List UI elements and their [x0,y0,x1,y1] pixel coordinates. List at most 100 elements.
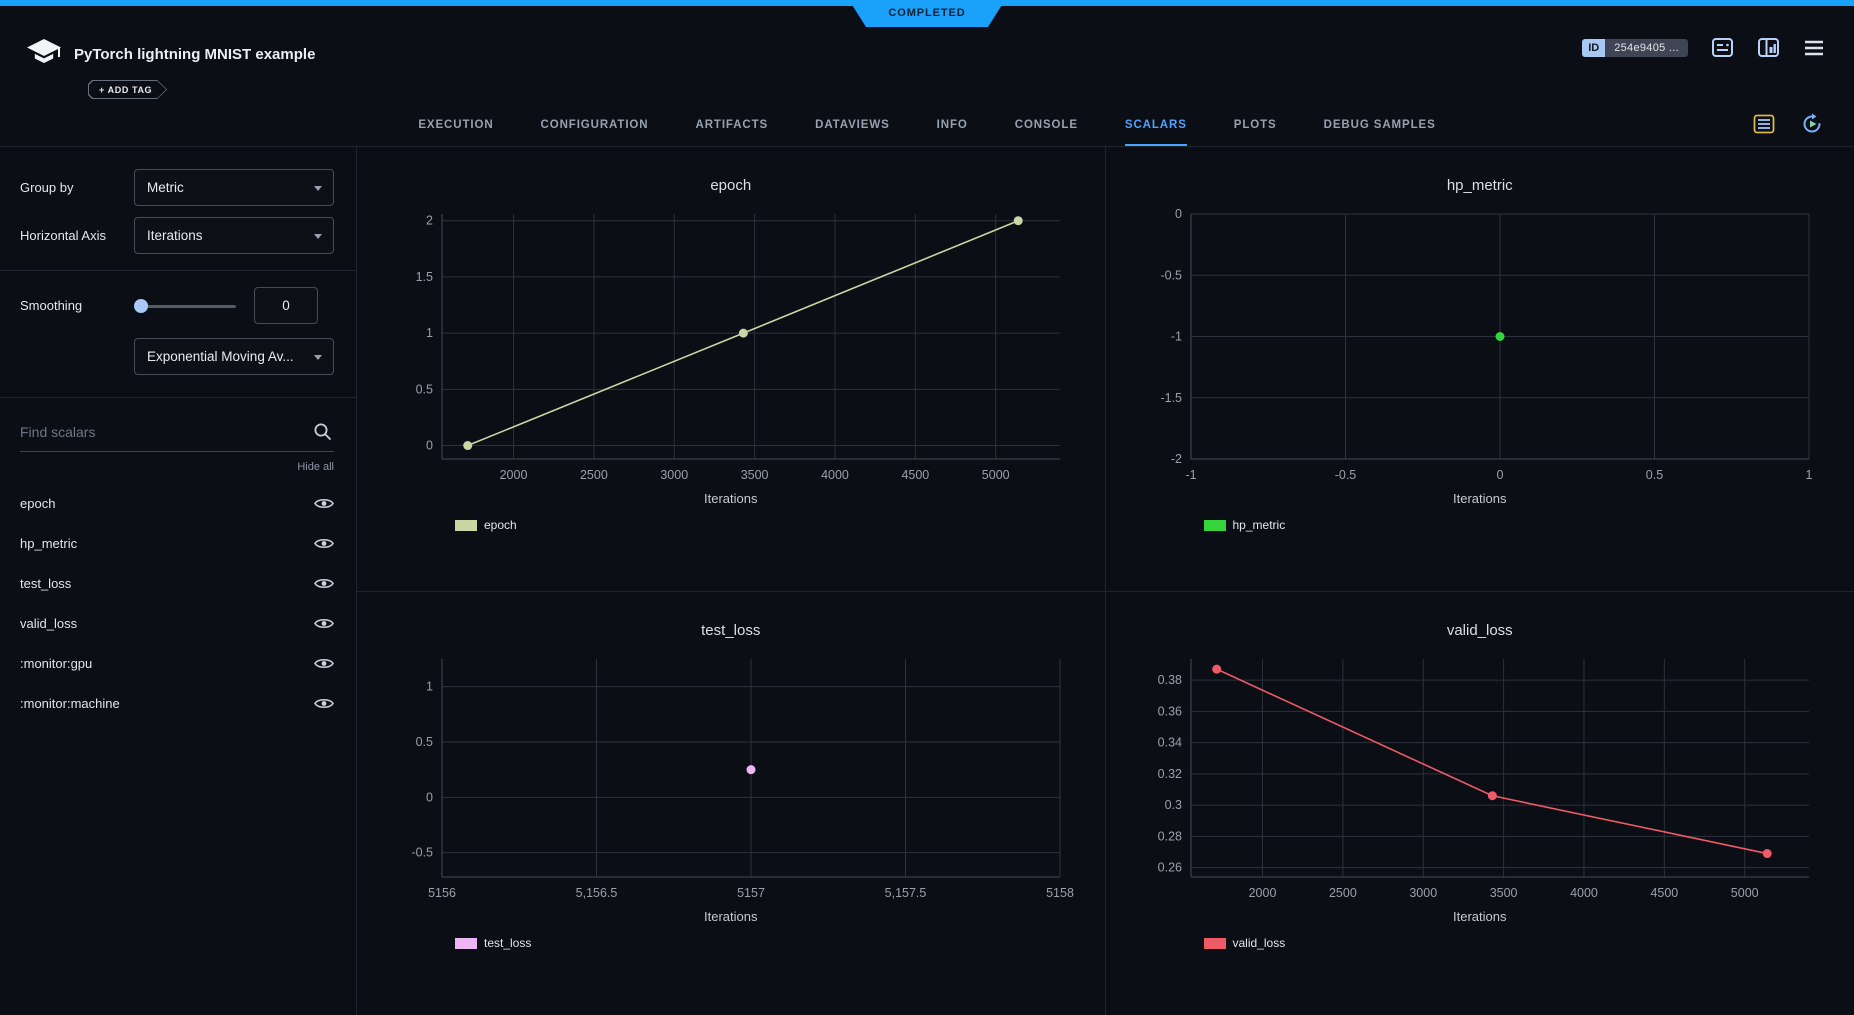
x-axis-label: Iterations [1453,491,1507,506]
svg-text:0.38: 0.38 [1157,673,1181,687]
svg-text:3000: 3000 [660,468,688,482]
svg-text:0.34: 0.34 [1157,736,1181,750]
charts-grid: epoch 2000 2500 3000 3500 4000 4500 5000 0 0.5 1 1… [357,147,1854,1015]
chevron-down-icon [314,233,322,239]
id-badge: ID [1582,39,1606,57]
group-by-value: Metric [147,180,184,195]
tab-info[interactable]: INFO [936,119,968,131]
chart-title: hp_metric [1446,177,1513,194]
legend-hp-metric[interactable]: hp_metric [1203,518,1286,532]
list-item-test-loss[interactable]: test_loss [20,563,334,603]
legend-label: valid_loss [1232,936,1286,950]
svg-text:4500: 4500 [1650,886,1678,900]
svg-text:3500: 3500 [1489,886,1517,900]
tab-dataviews[interactable]: DATAVIEWS [815,119,890,131]
svg-text:-1: -1 [1185,468,1196,482]
svg-text:5157: 5157 [737,886,765,900]
svg-text:2000: 2000 [1248,886,1276,900]
svg-text:0.3: 0.3 [1164,798,1181,812]
svg-text:3500: 3500 [740,468,768,482]
list-item-epoch[interactable]: epoch [20,483,334,523]
eye-icon[interactable] [314,497,334,510]
experiment-title: PyTorch lightning MNIST example [74,46,316,63]
x-axis-label: Iterations [704,491,758,506]
x-axis-label: Iterations [1453,909,1507,924]
list-item-monitor-machine[interactable]: :monitor:machine [20,683,334,723]
valid-loss-plot[interactable]: 2000 2500 3000 3500 4000 4500 5000 0.38 0.36 0.34… [1135,649,1825,907]
legend-test-loss[interactable]: test_loss [455,936,531,950]
svg-text:5158: 5158 [1046,886,1074,900]
horizontal-axis-value: Iterations [147,228,203,243]
eye-icon[interactable] [314,577,334,590]
auto-refresh-icon[interactable] [1800,112,1824,136]
x-axis-label: Iterations [704,909,758,924]
legend-swatch [455,519,477,531]
tab-plots[interactable]: PLOTS [1233,119,1277,131]
svg-text:4000: 4000 [1570,886,1598,900]
group-by-select[interactable]: Metric [134,169,334,206]
svg-text:0: 0 [1496,468,1503,482]
hide-all-button[interactable]: Hide all [297,461,334,473]
svg-text:5000: 5000 [1731,886,1759,900]
list-item-monitor-gpu[interactable]: :monitor:gpu [20,643,334,683]
search-input[interactable] [20,424,334,440]
tab-debug-samples[interactable]: DEBUG SAMPLES [1323,119,1436,131]
menu-icon[interactable] [1802,36,1826,60]
metrics-table-icon[interactable] [1752,112,1776,136]
divider [0,270,356,271]
chevron-down-icon [314,354,322,360]
svg-text:5,156.5: 5,156.5 [575,886,617,900]
smoothing-slider[interactable] [134,298,236,313]
hp-metric-plot[interactable]: -1 -0.5 0 0.5 1 0 -0.5 -1 -1.5 -2 [1135,204,1825,489]
svg-text:0.36: 0.36 [1157,704,1181,718]
add-tag-button[interactable]: + ADD TAG + ADD TAG [88,75,167,94]
eye-icon[interactable] [314,537,334,550]
smoothing-type-select[interactable]: Exponential Moving Av... [134,338,334,375]
add-tag-label: + ADD TAG [99,84,153,95]
eye-icon[interactable] [314,617,334,630]
tab-scalars[interactable]: SCALARS [1124,119,1187,146]
scalars-content: Group by Metric Horizontal Axis Iteratio… [0,146,1854,1015]
svg-text:0: 0 [426,790,433,804]
svg-text:5,157.5: 5,157.5 [884,886,926,900]
group-by-label: Group by [20,180,74,195]
list-item-valid-loss[interactable]: valid_loss [20,603,334,643]
horizontal-axis-label: Horizontal Axis [20,228,106,243]
chevron-down-icon [314,185,322,191]
chart-panel-valid-loss: valid_loss 2000 2500 3000 3500 4000 4500 5000 0… [1106,592,1854,1015]
slider-thumb[interactable] [134,298,148,313]
svg-text:1.5: 1.5 [415,270,432,284]
list-item-hp-metric[interactable]: hp_metric [20,523,334,563]
epoch-plot[interactable]: 2000 2500 3000 3500 4000 4500 5000 0 0.5 1 1.5 2 [386,204,1076,489]
legend-swatch [1203,937,1226,949]
legend-valid-loss[interactable]: valid_loss [1203,936,1286,950]
tab-configuration[interactable]: CONFIGURATION [540,119,649,131]
test-loss-plot[interactable]: 5156 5,156.5 5157 5,157.5 5158 1 0.5 0 -0.5 [386,649,1076,907]
split-view-icon[interactable] [1756,36,1780,60]
eye-icon[interactable] [314,697,334,710]
experiment-id-chip[interactable]: ID 254e9405 ... [1582,39,1688,57]
svg-text:-0.5: -0.5 [1334,468,1356,482]
svg-text:0.5: 0.5 [415,735,432,749]
search-icon[interactable] [313,422,332,446]
legend-label: epoch [484,518,517,532]
smoothing-label: Smoothing [20,298,83,313]
scalars-sidebar: Group by Metric Horizontal Axis Iteratio… [0,147,357,1015]
svg-text:5000: 5000 [982,468,1010,482]
experiment-header: PyTorch lightning MNIST example + ADD TA… [0,6,1854,96]
eye-icon[interactable] [314,657,334,670]
horizontal-axis-select[interactable]: Iterations [134,217,334,254]
tab-execution[interactable]: EXECUTION [418,119,494,131]
legend-epoch[interactable]: epoch [455,518,517,532]
svg-text:-0.5: -0.5 [411,846,433,860]
tab-artifacts[interactable]: ARTIFACTS [695,119,769,131]
svg-text:1: 1 [1805,468,1812,482]
comment-icon[interactable] [1710,36,1734,60]
tab-console[interactable]: CONSOLE [1014,119,1078,131]
svg-text:-1.5: -1.5 [1160,391,1182,405]
svg-text:0.26: 0.26 [1157,861,1181,875]
status-ribbon: COMPLETED [849,0,1005,27]
smoothing-value-input[interactable] [254,287,318,324]
svg-text:2500: 2500 [580,468,608,482]
legend-label: hp_metric [1232,518,1286,532]
